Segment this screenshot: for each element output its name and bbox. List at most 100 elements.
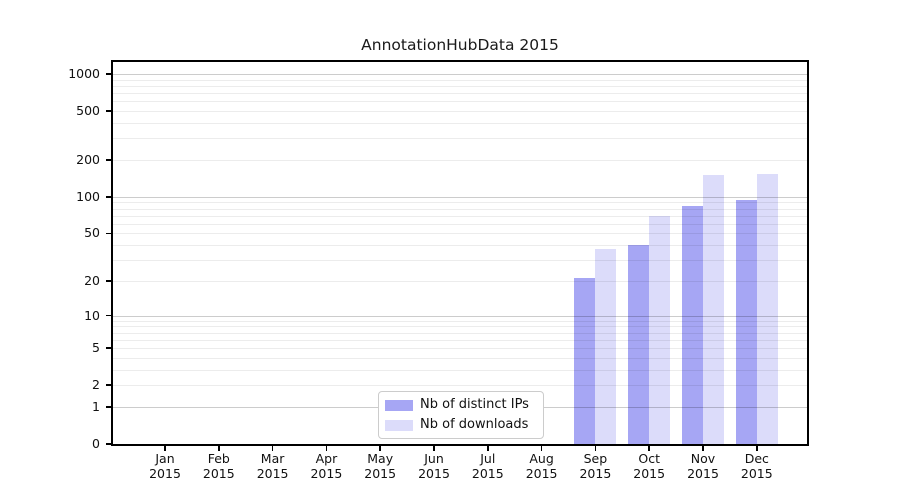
y-tick — [106, 73, 111, 75]
x-tick — [487, 446, 489, 451]
minor-gridline — [113, 223, 807, 225]
x-tick — [325, 446, 328, 451]
x-tick-year: 2015 — [149, 466, 181, 481]
x-tick — [218, 446, 220, 451]
x-tick-year: 2015 — [256, 466, 289, 481]
minor-gridline — [113, 215, 807, 217]
minor-gridline — [113, 85, 807, 87]
minor-gridline — [113, 326, 807, 328]
y-tick — [106, 196, 111, 198]
x-tick-year: 2015 — [202, 466, 235, 481]
minor-gridline — [113, 369, 807, 371]
minor-gridline — [113, 357, 807, 359]
bar-downloads-dec — [756, 174, 778, 444]
y-tick — [106, 347, 111, 349]
legend-item-downloads: Nb of downloads — [385, 415, 537, 435]
bar-ips-dec — [735, 199, 757, 444]
x-tick-month: May — [367, 451, 394, 466]
y-tick-label: 50 — [84, 225, 100, 241]
x-tick-month: Sep — [583, 451, 608, 466]
x-tick-year: 2015 — [633, 466, 666, 481]
x-tick-month: Dec — [744, 451, 769, 466]
x-tick — [648, 446, 650, 451]
minor-gridline — [113, 160, 807, 162]
legend-item-distinct-ips: Nb of distinct IPs — [385, 395, 537, 415]
bar-ips-oct — [628, 245, 650, 444]
minor-gridline — [113, 111, 807, 113]
x-tick-label: May 2015 — [350, 451, 410, 481]
minor-gridline — [113, 79, 807, 81]
minor-gridline — [113, 202, 807, 204]
y-tick-label: 0 — [92, 436, 100, 451]
y-tick-label: 200 — [76, 152, 100, 168]
minor-gridline — [113, 260, 807, 262]
x-tick-month: Feb — [207, 451, 230, 466]
x-tick-year: 2015 — [471, 466, 504, 481]
x-tick — [702, 446, 704, 451]
x-tick-label: Nov 2015 — [673, 451, 733, 481]
x-tick-label: Jun 2015 — [404, 451, 464, 481]
y-tick — [106, 443, 111, 445]
y-tick — [106, 110, 111, 112]
minor-gridline — [113, 123, 807, 125]
x-tick-year: 2015 — [364, 466, 397, 481]
bar-ips-sep — [574, 278, 596, 444]
x-tick-month: Mar — [260, 451, 285, 466]
x-tick — [594, 446, 597, 451]
x-tick-label: Jul 2015 — [458, 451, 518, 481]
bar-downloads-nov — [703, 175, 724, 444]
y-tick — [106, 406, 111, 408]
minor-gridline — [113, 233, 807, 235]
y-tick-label: 10 — [84, 307, 100, 323]
x-tick — [433, 446, 435, 451]
x-tick-label: Feb 2015 — [189, 451, 249, 481]
minor-gridline — [113, 101, 807, 103]
x-tick-month: Jul — [480, 451, 496, 466]
x-tick-month: Jun — [424, 451, 444, 466]
y-tick — [106, 314, 111, 317]
x-tick-year: 2015 — [740, 466, 773, 481]
major-gridline — [113, 315, 807, 317]
minor-gridline — [113, 93, 807, 95]
legend-swatch-downloads — [385, 419, 413, 431]
x-tick-label: Apr 2015 — [296, 451, 356, 481]
y-tick-label: 100 — [76, 188, 100, 204]
legend-label-downloads: Nb of downloads — [420, 417, 529, 432]
y-tick — [106, 232, 111, 235]
x-tick-label: Oct 2015 — [619, 451, 679, 481]
x-tick-year: 2015 — [310, 466, 343, 481]
y-tick-label: 20 — [84, 272, 100, 288]
legend: Nb of distinct IPs Nb of downloads — [378, 391, 544, 439]
x-tick — [379, 446, 381, 451]
minor-gridline — [113, 332, 807, 334]
minor-gridline — [113, 320, 807, 322]
bar-downloads-sep — [595, 249, 617, 444]
minor-gridline — [113, 280, 807, 282]
legend-label-distinct-ips: Nb of distinct IPs — [420, 397, 529, 412]
y-tick — [106, 384, 111, 386]
x-tick-label: Dec 2015 — [727, 451, 787, 481]
x-tick-year: 2015 — [687, 466, 719, 481]
x-tick-year: 2015 — [418, 466, 450, 481]
y-tick-label: 1000 — [68, 66, 100, 82]
y-tick-label: 500 — [76, 103, 100, 119]
chart-title: AnnotationHubData 2015 — [361, 36, 559, 54]
x-tick-month: Aug — [529, 451, 554, 466]
x-tick-month: Nov — [690, 451, 716, 466]
x-tick — [271, 446, 274, 451]
x-tick-label: Aug 2015 — [512, 451, 572, 481]
minor-gridline — [113, 138, 807, 140]
x-tick-month: Jan — [155, 451, 175, 466]
x-tick-label: Mar 2015 — [243, 451, 303, 481]
x-tick-year: 2015 — [525, 466, 558, 481]
y-tick-label: 1 — [92, 398, 100, 414]
minor-gridline — [113, 339, 807, 341]
x-tick — [540, 446, 543, 451]
bar-downloads-oct — [649, 215, 671, 444]
y-tick — [106, 159, 111, 161]
x-tick — [164, 446, 166, 451]
legend-swatch-distinct-ips — [385, 399, 413, 411]
x-tick-label: Sep 2015 — [565, 451, 625, 481]
bar-ips-nov — [682, 206, 703, 444]
